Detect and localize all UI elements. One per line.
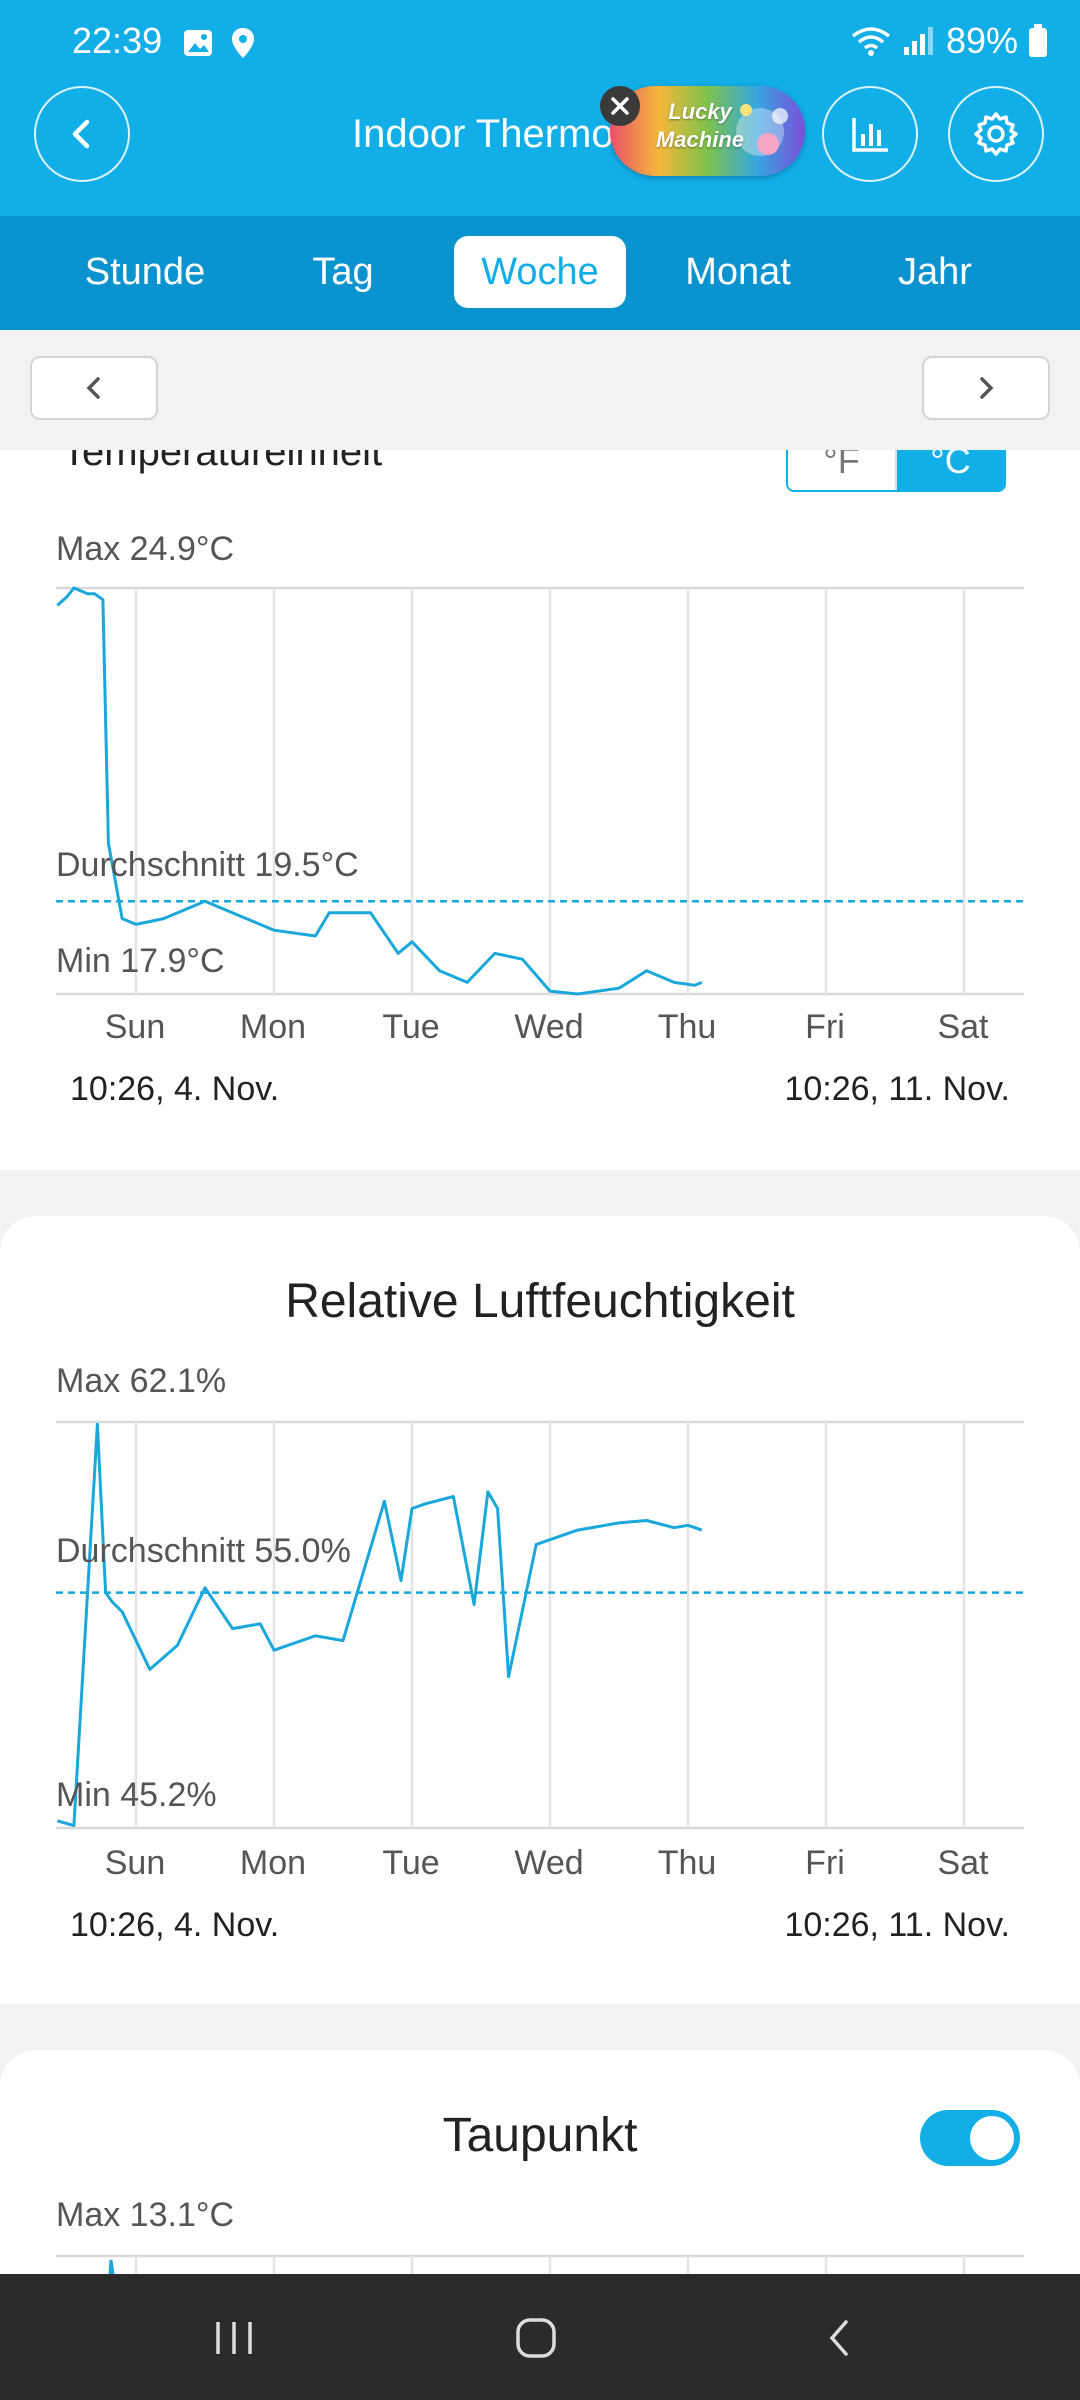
home-icon[interactable] [514, 2316, 558, 2360]
temp-range-end: 10:26, 11. Nov. [784, 1070, 1010, 1108]
chevron-left-icon [72, 119, 90, 149]
temp-min-label: Min 17.9°C [56, 942, 225, 980]
app-bar: Indoor Thermo Lucky Machine [0, 86, 1080, 216]
humidity-card: Relative Luftfeuchtigkeit Max 62.1% Durc… [0, 1216, 1080, 2004]
dew-series-line [108, 2259, 115, 2274]
unit-label: Temperatureinheit [62, 450, 383, 474]
ad-text: Lucky Machine [655, 99, 745, 152]
back-button[interactable] [34, 86, 130, 182]
hum-day-sun: Sun [104, 1844, 166, 1882]
hum-day-thu: Thu [657, 1844, 717, 1882]
page-title: Indoor Thermo [352, 112, 614, 156]
temp-range-start: 10:26, 4. Nov. [70, 1070, 280, 1108]
humidity-max-label: Max 62.1% [56, 1362, 227, 1400]
temp-day-mon: Mon [239, 1008, 307, 1046]
signal-icon [903, 27, 933, 55]
battery-icon [1029, 24, 1047, 57]
statistics-button[interactable] [822, 86, 918, 182]
settings-button[interactable] [948, 86, 1044, 182]
dewpoint-card: Taupunkt Max 13.1°C [0, 2050, 1080, 2274]
back-nav-icon[interactable] [820, 2318, 860, 2358]
location-icon [232, 28, 254, 58]
dewpoint-chart [56, 2254, 1024, 2274]
ad-bubbles-icon [736, 104, 788, 156]
humidity-title: Relative Luftfeuchtigkeit [285, 1275, 795, 1328]
humidity-avg-label: Durchschnitt 55.0% [56, 1532, 351, 1570]
temp-day-tue: Tue [382, 1008, 440, 1046]
chevron-right-icon [980, 377, 994, 399]
dewpoint-toggle[interactable] [920, 2110, 1020, 2166]
unit-switch: °F °C [786, 450, 1006, 492]
tab-monat[interactable]: Monat [685, 251, 791, 293]
temp-series-line [56, 586, 703, 996]
dewpoint-title: Taupunkt [442, 2109, 638, 2162]
unit-celsius-option[interactable]: °C [897, 450, 1004, 490]
tab-stunde[interactable]: Stunde [84, 251, 206, 293]
temp-day-sun: Sun [104, 1008, 166, 1046]
temp-day-wed: Wed [514, 1008, 584, 1046]
gallery-icon [184, 30, 212, 56]
humidity-range-end: 10:26, 11. Nov. [784, 1906, 1010, 1944]
hum-day-wed: Wed [514, 1844, 584, 1882]
temperature-card: Temperatureinheit °F °C Max 24.9°C Durch… [0, 450, 1080, 1170]
hum-day-mon: Mon [239, 1844, 307, 1882]
ad-banner[interactable]: Lucky Machine [610, 86, 805, 176]
gear-icon [974, 112, 1018, 156]
humidity-chart [56, 1420, 1024, 1830]
ad-close-button[interactable] [600, 86, 640, 126]
tab-jahr[interactable]: Jahr [898, 251, 972, 293]
bar-chart-icon [852, 118, 888, 152]
chevron-left-icon [86, 377, 100, 399]
temp-max-label: Max 24.9°C [56, 530, 235, 568]
humidity-series-line [56, 1422, 703, 1828]
status-notification-icons [182, 26, 256, 60]
humidity-min-label: Min 45.2% [56, 1776, 217, 1814]
temp-day-sat: Sat [937, 1008, 989, 1046]
status-right: 89% [850, 20, 1048, 62]
hum-day-fri: Fri [805, 1844, 845, 1882]
status-time: 22:39 [72, 20, 163, 61]
dewpoint-max-label: Max 13.1°C [56, 2196, 235, 2234]
hum-day-sat: Sat [937, 1844, 989, 1882]
period-navigation [0, 330, 1080, 450]
status-bar: 22:39 89% [0, 0, 1080, 86]
unit-fahrenheit-option[interactable]: °F [788, 450, 897, 490]
temperature-chart [56, 586, 1024, 996]
tab-woche[interactable]: Woche [454, 236, 626, 308]
previous-period-button[interactable] [30, 356, 158, 420]
temp-avg-label: Durchschnitt 19.5°C [56, 846, 359, 884]
temp-day-fri: Fri [805, 1008, 845, 1046]
hum-day-tue: Tue [382, 1844, 440, 1882]
tab-tag[interactable]: Tag [312, 251, 374, 293]
wifi-icon [851, 27, 891, 56]
humidity-range-start: 10:26, 4. Nov. [70, 1906, 280, 1944]
toggle-knob [970, 2116, 1014, 2160]
close-icon [611, 97, 629, 115]
battery-percent: 89% [945, 20, 1018, 61]
temp-day-thu: Thu [657, 1008, 717, 1046]
recent-apps-icon[interactable] [212, 2318, 256, 2358]
period-tabs: Stunde Tag Woche Monat Jahr [0, 216, 1080, 330]
system-navigation-bar [0, 2274, 1080, 2400]
next-period-button[interactable] [922, 356, 1050, 420]
